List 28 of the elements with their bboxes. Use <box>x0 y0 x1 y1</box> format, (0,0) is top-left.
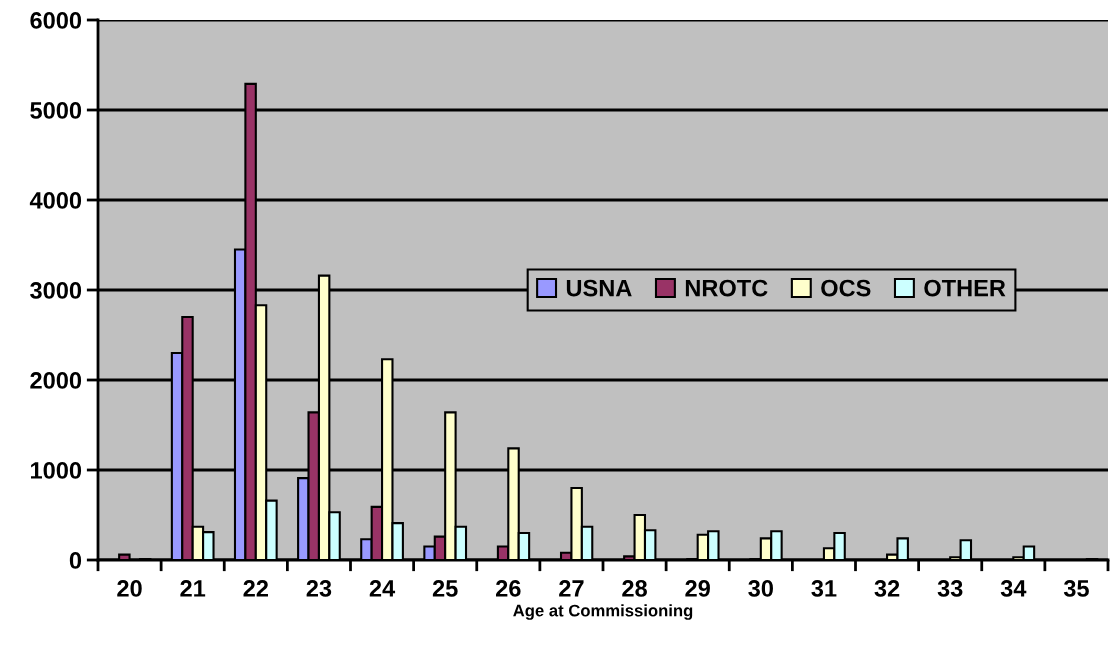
x-tick-label: 21 <box>180 580 206 597</box>
y-tick-label: 3000 <box>30 282 82 299</box>
x-tick-label: 35 <box>1063 580 1089 597</box>
legend-label: OCS <box>821 279 871 297</box>
y-tick-label: 4000 <box>29 192 82 209</box>
x-tick-label: 30 <box>748 580 773 597</box>
x-tick-label: 34 <box>1000 580 1027 597</box>
x-tick-label: 24 <box>369 580 396 597</box>
x-tick-label: 23 <box>306 580 332 597</box>
x-tick-label: 33 <box>937 580 963 597</box>
y-tick-label: 0 <box>69 552 82 569</box>
y-tick-label: 2000 <box>30 372 82 389</box>
x-tick-label: 22 <box>243 580 268 597</box>
legend-label: NROTC <box>685 279 768 297</box>
x-tick-label: 28 <box>622 580 647 597</box>
x-tick-label: 25 <box>432 580 458 597</box>
y-tick-label: 1000 <box>30 462 82 479</box>
legend-label: OTHER <box>924 279 1006 297</box>
x-tick-label: 32 <box>874 580 900 597</box>
x-tick-label: 20 <box>117 580 142 597</box>
x-tick-label: 31 <box>811 580 837 597</box>
x-tick-label: 29 <box>685 580 710 597</box>
x-tick-label: 27 <box>559 580 584 597</box>
legend-label: USNA <box>566 279 632 297</box>
y-tick-label: 6000 <box>30 12 82 29</box>
x-axis-title: Age at Commissioning <box>513 604 693 620</box>
y-tick-label: 5000 <box>30 102 82 119</box>
x-tick-label: 26 <box>496 580 521 597</box>
